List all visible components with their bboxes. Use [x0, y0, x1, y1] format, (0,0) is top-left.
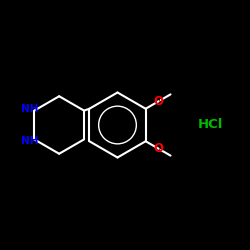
Text: HCl: HCl [197, 118, 223, 132]
Text: NH: NH [21, 104, 38, 115]
Text: NH: NH [21, 136, 38, 145]
Text: O: O [154, 142, 164, 155]
Text: O: O [154, 95, 164, 108]
